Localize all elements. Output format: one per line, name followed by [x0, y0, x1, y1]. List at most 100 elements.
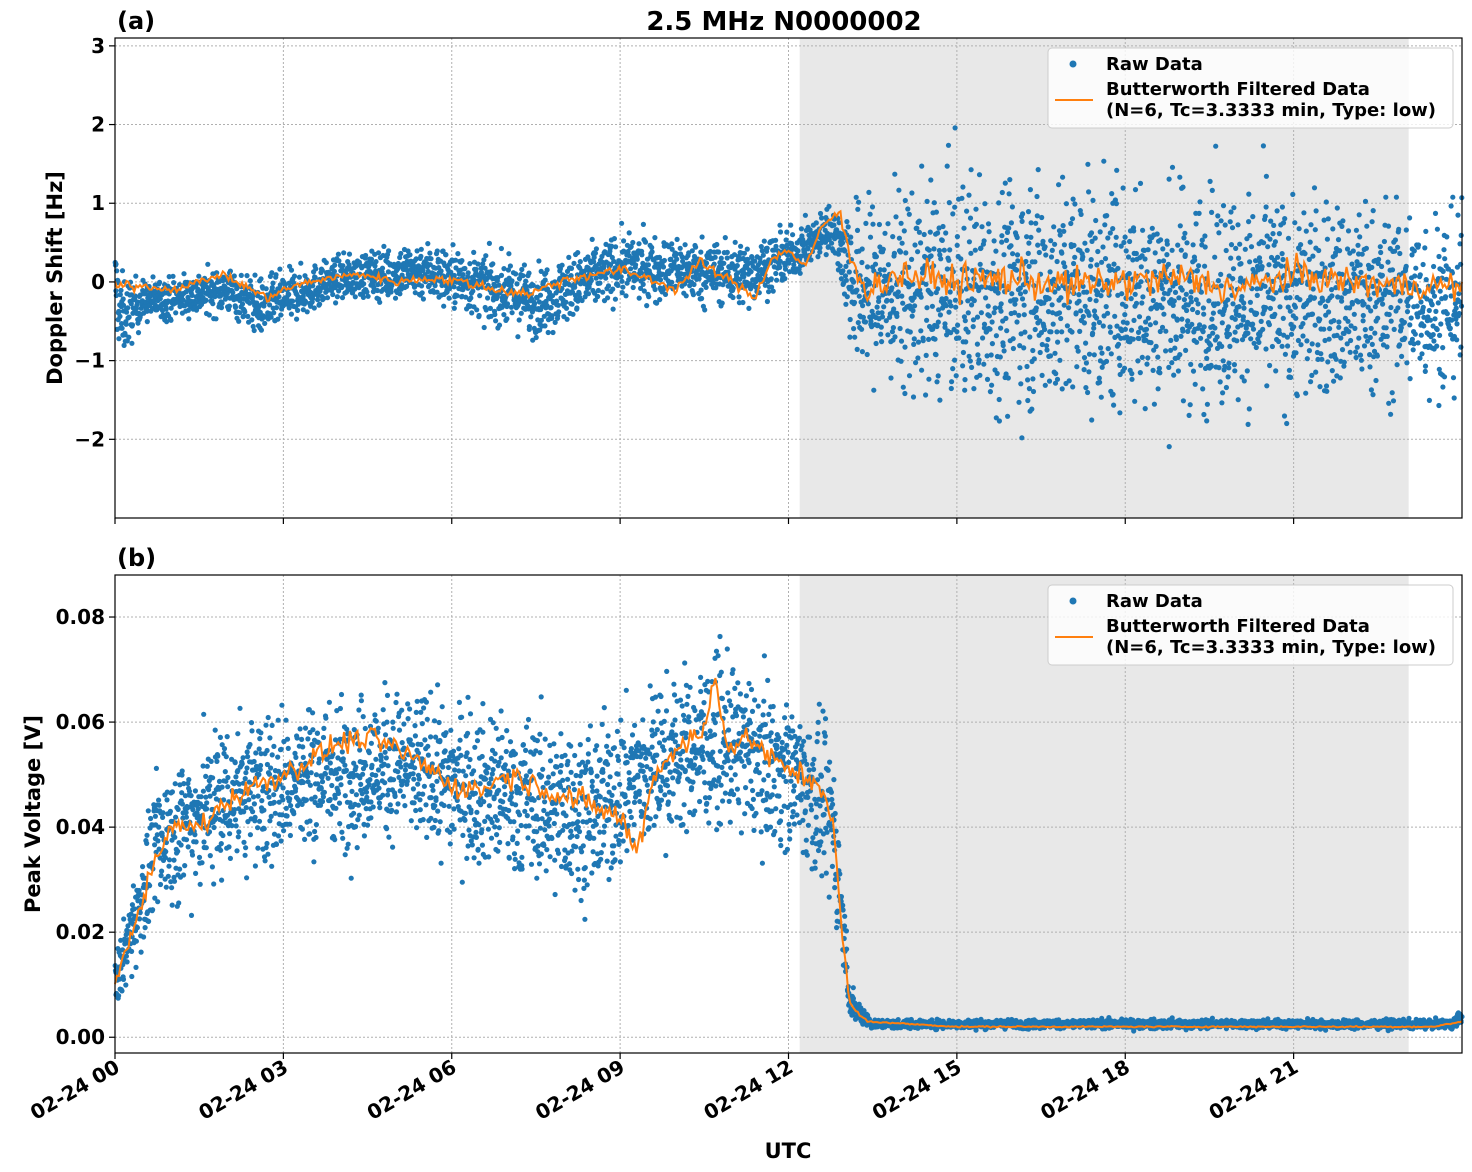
raw-data-point	[1215, 278, 1221, 284]
raw-data-point	[1357, 234, 1363, 240]
raw-data-point	[233, 774, 239, 780]
raw-data-point	[1272, 239, 1278, 245]
raw-data-point	[113, 261, 119, 267]
raw-data-point	[860, 303, 866, 309]
raw-data-point	[1131, 228, 1137, 234]
raw-data-point	[251, 758, 257, 765]
raw-data-point	[746, 305, 752, 311]
raw-data-point	[933, 209, 940, 215]
raw-data-point	[1090, 330, 1096, 336]
raw-data-point	[284, 813, 290, 819]
raw-data-point	[1410, 347, 1416, 353]
raw-data-point	[1193, 221, 1199, 227]
raw-data-point	[859, 349, 866, 355]
raw-data-point	[698, 287, 704, 293]
raw-data-point	[1132, 398, 1138, 404]
raw-data-point	[1360, 312, 1366, 319]
raw-data-point	[888, 298, 895, 304]
raw-data-point	[319, 267, 325, 273]
raw-data-point	[1215, 301, 1221, 307]
raw-data-point	[1217, 379, 1223, 385]
raw-data-point	[1441, 247, 1447, 253]
raw-data-point	[385, 269, 391, 275]
raw-data-point	[1329, 293, 1335, 299]
raw-data-point	[249, 728, 255, 734]
raw-data-point	[1368, 387, 1374, 393]
raw-data-point	[1434, 226, 1440, 232]
raw-data-point	[193, 839, 199, 845]
raw-data-point	[1336, 319, 1342, 325]
raw-data-point	[559, 262, 565, 268]
raw-data-point	[1239, 294, 1245, 300]
raw-data-point	[496, 282, 502, 288]
raw-data-point	[157, 296, 163, 302]
raw-data-point	[933, 352, 939, 358]
raw-data-point	[1304, 356, 1310, 362]
raw-data-point	[1253, 344, 1259, 351]
raw-data-point	[296, 274, 302, 280]
raw-data-point	[1036, 249, 1042, 256]
raw-data-point	[1198, 362, 1204, 368]
raw-data-point	[1042, 244, 1048, 250]
raw-data-point	[1321, 326, 1327, 332]
y-tick-label: 1	[91, 191, 105, 215]
raw-data-point	[277, 266, 283, 272]
raw-data-point	[478, 265, 484, 271]
raw-data-point	[1196, 210, 1202, 216]
raw-data-point	[935, 230, 941, 236]
raw-data-point	[1164, 241, 1170, 247]
raw-data-point	[239, 301, 246, 307]
raw-data-point	[1003, 315, 1009, 321]
raw-data-point	[1075, 348, 1081, 354]
raw-data-point	[926, 336, 932, 342]
raw-data-point	[674, 236, 680, 242]
raw-data-point	[227, 818, 233, 824]
raw-data-point	[1345, 318, 1351, 324]
raw-data-point	[141, 934, 147, 940]
raw-data-point	[977, 261, 983, 267]
raw-data-point	[969, 302, 975, 308]
raw-data-point	[1035, 167, 1041, 173]
raw-data-point	[1111, 402, 1117, 408]
raw-data-point	[893, 214, 899, 220]
raw-data-point	[1227, 219, 1233, 225]
raw-data-point	[1426, 397, 1432, 403]
raw-data-point	[119, 988, 125, 994]
raw-data-point	[307, 831, 313, 837]
raw-data-point	[564, 316, 570, 322]
raw-data-point	[243, 845, 249, 851]
raw-data-point	[1331, 378, 1337, 384]
raw-data-point	[304, 309, 310, 315]
raw-data-point	[1119, 291, 1125, 297]
raw-data-point	[1144, 361, 1150, 367]
raw-data-point	[312, 828, 318, 835]
raw-data-point	[649, 249, 655, 255]
raw-data-point	[530, 282, 536, 288]
raw-data-point	[956, 335, 962, 341]
raw-data-point	[293, 754, 299, 761]
raw-data-point	[1049, 247, 1055, 253]
raw-data-point	[1166, 364, 1172, 370]
raw-data-point	[898, 220, 904, 226]
raw-data-point	[414, 248, 420, 254]
raw-data-point	[325, 775, 331, 781]
raw-data-point	[1051, 276, 1057, 282]
raw-data-point	[486, 240, 492, 246]
raw-data-point	[335, 790, 342, 797]
raw-data-point	[1128, 296, 1134, 302]
raw-data-point	[1116, 355, 1122, 361]
raw-data-point	[764, 298, 771, 305]
raw-data-point	[1101, 158, 1107, 164]
raw-data-point	[227, 855, 233, 862]
raw-data-point	[1436, 402, 1442, 409]
raw-data-point	[404, 283, 410, 289]
raw-data-point	[999, 239, 1005, 245]
raw-data-point	[1195, 301, 1201, 307]
raw-data-point	[823, 252, 829, 258]
raw-data-point	[352, 294, 358, 300]
raw-data-point	[300, 293, 306, 299]
raw-data-point	[328, 811, 334, 817]
raw-data-point	[1444, 234, 1450, 240]
raw-data-point	[1024, 363, 1030, 370]
raw-data-point	[1219, 400, 1225, 406]
